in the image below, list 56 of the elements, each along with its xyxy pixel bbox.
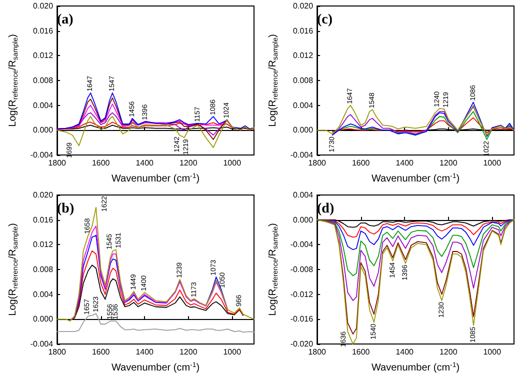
y-tick-label: -0.012 — [290, 290, 314, 299]
x-tick-label: 1200 — [439, 348, 458, 356]
y-tick-label: 0.020 — [33, 2, 54, 10]
line-series — [56, 92, 254, 130]
y-tick-label: 0.020 — [293, 2, 314, 10]
x-tick-label: 1600 — [92, 348, 110, 356]
x-tick-label: 1400 — [396, 348, 414, 356]
chart-title: (d) — [317, 202, 334, 216]
x-tick-label: 1400 — [396, 158, 414, 168]
y-tick-label: 0.000 — [293, 126, 314, 135]
y-tick-label: 0.004 — [293, 100, 314, 110]
x-tick-label: 1400 — [136, 348, 154, 356]
x-tick-label: 1000 — [223, 348, 242, 356]
chart-title: (b) — [57, 202, 74, 216]
x-tick-label: 1600 — [92, 158, 110, 168]
x-tick-label: 1800 — [308, 348, 327, 356]
chart-title: (a) — [57, 12, 74, 28]
y-tick-label: -0.004 — [290, 240, 314, 250]
x-tick-label: 1200 — [179, 158, 198, 168]
y-tick-label: -0.004 — [290, 150, 314, 160]
x-tick-label: 1600 — [352, 348, 370, 356]
x-tick-label: 1800 — [48, 348, 67, 356]
y-tick-label: 0.016 — [33, 215, 54, 224]
line-series — [316, 219, 514, 301]
y-tick-label: 0.016 — [293, 26, 314, 36]
y-tick-label: 0.004 — [33, 100, 54, 110]
x-tick-label: 1000 — [223, 158, 242, 168]
x-tick-label: 1200 — [179, 348, 198, 356]
x-tick-label: 1000 — [483, 158, 502, 168]
y-tick-label: 0.012 — [33, 240, 54, 250]
y-tick-label: 0.008 — [33, 265, 54, 274]
y-tick-label: 0.008 — [293, 76, 314, 85]
x-tick-label: 1400 — [136, 158, 154, 168]
x-tick-label: 1800 — [48, 158, 67, 168]
y-tick-label: -0.016 — [290, 314, 314, 324]
y-tick-label: 0.012 — [293, 51, 314, 60]
y-tick-label: 0.020 — [33, 190, 54, 200]
x-tick-label: 1000 — [483, 348, 502, 356]
y-tick-label: 0.012 — [33, 51, 54, 60]
y-tick-label: -0.004 — [30, 150, 54, 160]
y-tick-label: 0.000 — [33, 126, 54, 135]
line-series — [56, 122, 254, 130]
y-tick-label: -0.004 — [30, 340, 54, 348]
x-tick-label: 1200 — [439, 158, 458, 168]
y-tick-label: 0.008 — [33, 76, 54, 85]
y-tick-label: 0.000 — [293, 215, 314, 224]
y-tick-label: 0.016 — [33, 26, 54, 36]
y-tick-label: -0.020 — [290, 340, 314, 348]
y-tick-label: 0.000 — [33, 314, 54, 324]
x-tick-label: 1800 — [308, 158, 327, 168]
chart-title: (c) — [317, 12, 333, 28]
x-tick-label: 1600 — [352, 158, 370, 168]
y-tick-label: -0.008 — [290, 265, 314, 274]
y-tick-label: 0.004 — [33, 290, 54, 299]
y-tick-label: 0.004 — [293, 190, 314, 200]
line-series — [70, 250, 244, 320]
